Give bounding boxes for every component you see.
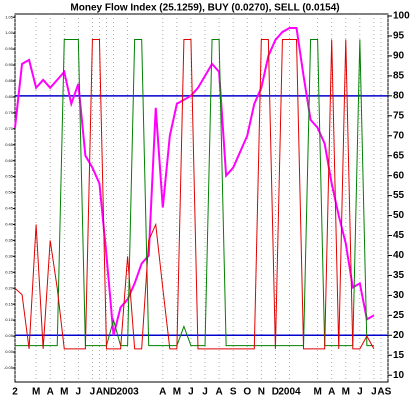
y2-tick-label: 0.25 — [5, 269, 14, 274]
y-tick-label: 100 — [393, 11, 410, 22]
x-tick-label: A — [96, 387, 103, 398]
y2-tick-label: 0.70 — [5, 126, 14, 131]
x-tick-label: 2 — [12, 387, 18, 398]
series-line — [14, 26, 375, 336]
y2-tick-label: 0.55 — [5, 174, 14, 179]
x-tick-label: M — [342, 387, 350, 398]
x-tick-label: S — [230, 387, 237, 398]
x-tick-label: O — [243, 387, 251, 398]
x-tick-label: A — [215, 387, 222, 398]
x-tick-label: N — [258, 387, 265, 398]
y2-tick-label: 1.00 — [5, 30, 14, 35]
y2-tick-label: 0.05 — [5, 333, 14, 338]
y2-tick-label: 0.80 — [5, 94, 14, 99]
x-tick-label: S — [385, 387, 392, 398]
y-tick-label: 85 — [393, 71, 405, 82]
x-tick-label: M — [313, 387, 321, 398]
y2-tick-label: 0.95 — [5, 46, 14, 51]
y-tick-label: 30 — [393, 290, 405, 301]
y2-tick-label: 0.90 — [5, 62, 14, 67]
x-tick-label: J — [76, 387, 82, 398]
y2-tick-label: 0.10 — [5, 317, 14, 322]
x-tick-label: N — [103, 387, 110, 398]
y-tick-label: 90 — [393, 51, 405, 62]
series-line — [15, 39, 374, 347]
y2-tick-label: 0.65 — [5, 142, 14, 147]
y-tick-label: 10 — [393, 370, 405, 381]
y2-tick-label: 0.15 — [5, 301, 14, 306]
y-tick-label: 35 — [393, 270, 405, 281]
x-tick-label: A — [47, 387, 54, 398]
y2-tick-label: -0.05 — [4, 365, 14, 370]
x-tick-label: J — [188, 387, 194, 398]
y-tick-label: 15 — [393, 350, 405, 361]
x-tick-label: M — [60, 387, 68, 398]
x-tick-label: A — [328, 387, 335, 398]
y2-tick-label: 0.40 — [5, 222, 14, 227]
x-tick-label: D — [110, 387, 117, 398]
y-tick-label: 45 — [393, 230, 405, 241]
y2-tick-label: 0.60 — [5, 158, 14, 163]
x-tick-label: A — [377, 387, 384, 398]
y2-tick-label: 0.85 — [5, 78, 14, 83]
y-tick-label: 55 — [393, 190, 405, 201]
x-tick-label: J — [90, 387, 96, 398]
y-tick-label: 75 — [393, 110, 405, 121]
y2-tick-label: 0.75 — [5, 110, 14, 115]
x-tick-label: A — [159, 387, 166, 398]
x-tick-label: 2004 — [278, 387, 301, 398]
y2-tick-label: 0.00 — [5, 349, 14, 354]
y-tick-label: 80 — [393, 90, 405, 101]
y2-tick-label: 1.05 — [5, 14, 14, 19]
y2-tick-label: 0.20 — [5, 285, 14, 290]
y-tick-label: 25 — [393, 310, 405, 321]
y-tick-label: 20 — [393, 330, 405, 341]
x-tick-label: J — [371, 387, 377, 398]
y-tick-label: 40 — [393, 250, 405, 261]
y-tick-label: 70 — [393, 130, 405, 141]
chart-title: Money Flow Index (25.1259), BUY (0.0270)… — [70, 3, 339, 14]
y2-tick-label: 0.45 — [5, 206, 14, 211]
x-tick-label: M — [32, 387, 40, 398]
y2-tick-label: 0.30 — [5, 253, 14, 258]
y-tick-label: 95 — [393, 31, 405, 42]
y-tick-label: 65 — [393, 150, 405, 161]
y2-tick-label: 0.35 — [5, 237, 14, 242]
y2-tick-label: 0.50 — [5, 190, 14, 195]
x-tick-label: M — [173, 387, 181, 398]
y-tick-label: 50 — [393, 210, 405, 221]
series-line — [14, 39, 375, 350]
x-tick-label: D — [272, 387, 279, 398]
x-tick-label: J — [202, 387, 208, 398]
x-tick-label: J — [357, 387, 363, 398]
x-tick-label: 2003 — [116, 387, 139, 398]
y-tick-label: 60 — [393, 170, 405, 181]
